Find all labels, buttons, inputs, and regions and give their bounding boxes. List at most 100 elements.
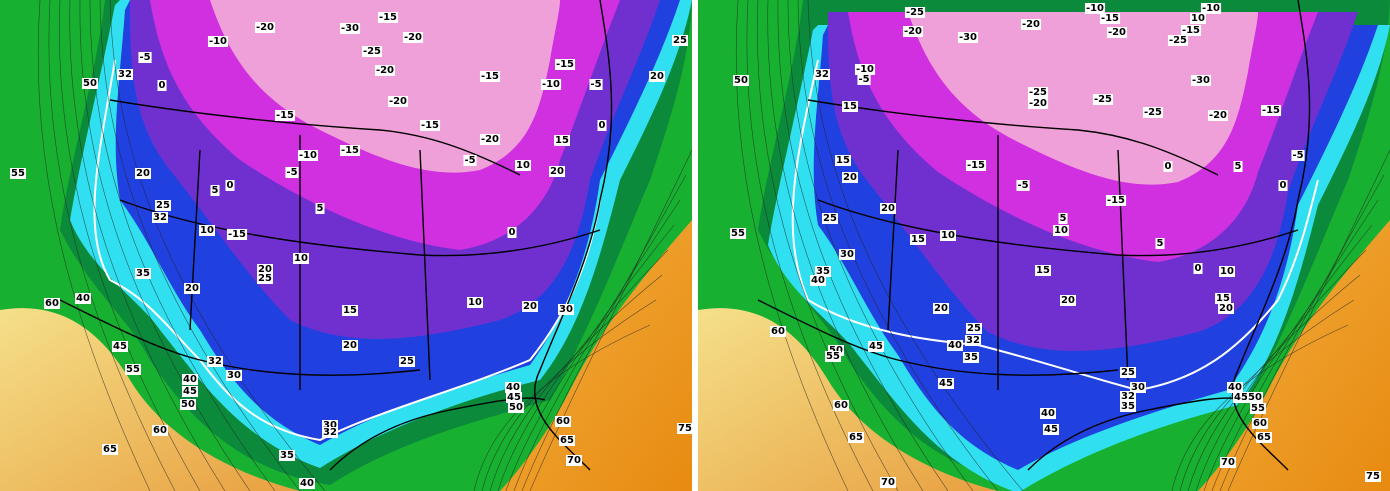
contour-label-bg xyxy=(1105,195,1127,206)
contour-label-bg xyxy=(810,275,826,286)
contour-label-bg xyxy=(315,203,325,214)
contour-label: 65 xyxy=(849,432,863,443)
contour-label: 15 xyxy=(836,155,850,166)
contour-label-bg xyxy=(730,228,746,239)
contour-label-bg xyxy=(1233,392,1249,403)
contour-label-bg xyxy=(904,7,926,18)
contour-label: 15 xyxy=(843,101,857,112)
contour-label: 55 xyxy=(126,364,140,375)
state-border xyxy=(757,299,1119,376)
contour-label-bg xyxy=(559,435,575,446)
contour-label-bg xyxy=(82,78,98,89)
contour-label-bg xyxy=(672,35,688,46)
contour-label: 60 xyxy=(45,298,59,309)
contour-label: 60 xyxy=(556,416,570,427)
contour-label: 40 xyxy=(76,293,90,304)
contour-label-bg xyxy=(225,180,235,191)
contour-label: 60 xyxy=(1253,418,1267,429)
contour-label-bg xyxy=(387,96,409,107)
contour-label-bg xyxy=(226,229,248,240)
contour-label-bg xyxy=(1163,161,1173,172)
contour-label-bg xyxy=(506,392,522,403)
contour-label-bg xyxy=(1252,418,1268,429)
contour-label: 35 xyxy=(1121,401,1135,412)
contour-label-bg xyxy=(558,304,574,315)
contour-label-bg xyxy=(1120,401,1136,412)
contour-label: 60 xyxy=(771,326,785,337)
contour-label: 40 xyxy=(300,478,314,489)
contour-label: -15 xyxy=(1107,195,1125,206)
contour-label-bg xyxy=(402,32,424,43)
contour-label: 55 xyxy=(11,168,25,179)
state-border xyxy=(1231,0,1311,471)
contour-label: -15 xyxy=(228,229,246,240)
contour-label: 25 xyxy=(673,35,687,46)
contour-label: -5 xyxy=(464,155,475,166)
contour-label-bg xyxy=(152,425,168,436)
isotherm xyxy=(89,0,276,491)
contour-label: 5 xyxy=(212,185,219,196)
contour-label-bg xyxy=(733,75,749,86)
contour-label: 30 xyxy=(227,370,241,381)
contour-label: 45 xyxy=(507,392,521,403)
contour-label-bg xyxy=(566,455,582,466)
contour-label: 32 xyxy=(118,69,132,80)
contour-label-bg xyxy=(1040,408,1056,419)
contour-label: -10 xyxy=(1202,3,1220,14)
contour-label-bg xyxy=(207,356,223,367)
contour-label-bg xyxy=(1215,293,1231,304)
contour-label-bg xyxy=(1291,150,1305,161)
contour-label-bg xyxy=(839,249,855,260)
state-border xyxy=(119,199,601,257)
contour-label: -15 xyxy=(967,160,985,171)
contour-label: -20 xyxy=(481,134,499,145)
contour-label: 20 xyxy=(343,340,357,351)
contour-label: -20 xyxy=(376,65,394,76)
contour-label-bg xyxy=(226,370,242,381)
contour-label-bg xyxy=(902,26,924,37)
state-border xyxy=(817,199,1299,257)
contour-label-bg xyxy=(1035,265,1051,276)
contour-label-bg xyxy=(117,69,133,80)
contour-label: -20 xyxy=(1022,19,1040,30)
contour-label-bg xyxy=(1190,13,1206,24)
contour-label-bg xyxy=(10,168,26,179)
contour-label: 10 xyxy=(941,230,955,241)
contour-label: 25 xyxy=(967,323,981,334)
contour-label-bg xyxy=(880,477,896,488)
contour-label: 55 xyxy=(1251,403,1265,414)
isotherm xyxy=(48,0,176,491)
isotherm xyxy=(79,0,251,491)
contour-label-bg xyxy=(125,364,141,375)
freezing-line xyxy=(93,59,601,442)
contour-label-bg xyxy=(1247,392,1263,403)
isotherm xyxy=(69,0,226,491)
contour-label: 10 xyxy=(1191,13,1205,24)
contour-label-bg xyxy=(1099,13,1121,24)
contour-label-bg xyxy=(207,36,229,47)
contour-label-bg xyxy=(257,273,273,284)
contour-label: -25 xyxy=(1029,87,1047,98)
contour-label-bg xyxy=(1200,3,1222,14)
contour-label-bg xyxy=(479,134,501,145)
contour-label: 45 xyxy=(1044,424,1058,435)
contour-label: -5 xyxy=(590,79,601,90)
contour-label-bg xyxy=(1092,94,1114,105)
contour-label: 20 xyxy=(650,71,664,82)
contour-label: -20 xyxy=(1209,110,1227,121)
isotherm xyxy=(787,0,974,491)
contour-label-bg xyxy=(554,59,576,70)
contour-label: 15 xyxy=(911,234,925,245)
contour-label: 40 xyxy=(506,382,520,393)
contour-label: -25 xyxy=(1094,94,1112,105)
isotherm xyxy=(59,0,201,491)
contour-label: 60 xyxy=(834,400,848,411)
state-border xyxy=(329,397,546,471)
contour-label: 70 xyxy=(881,477,895,488)
contour-label: -25 xyxy=(1144,107,1162,118)
contour-label-bg xyxy=(1207,110,1229,121)
contour-label: -25 xyxy=(363,46,381,57)
isotherm xyxy=(481,299,657,491)
contour-label: 50 xyxy=(1248,392,1262,403)
